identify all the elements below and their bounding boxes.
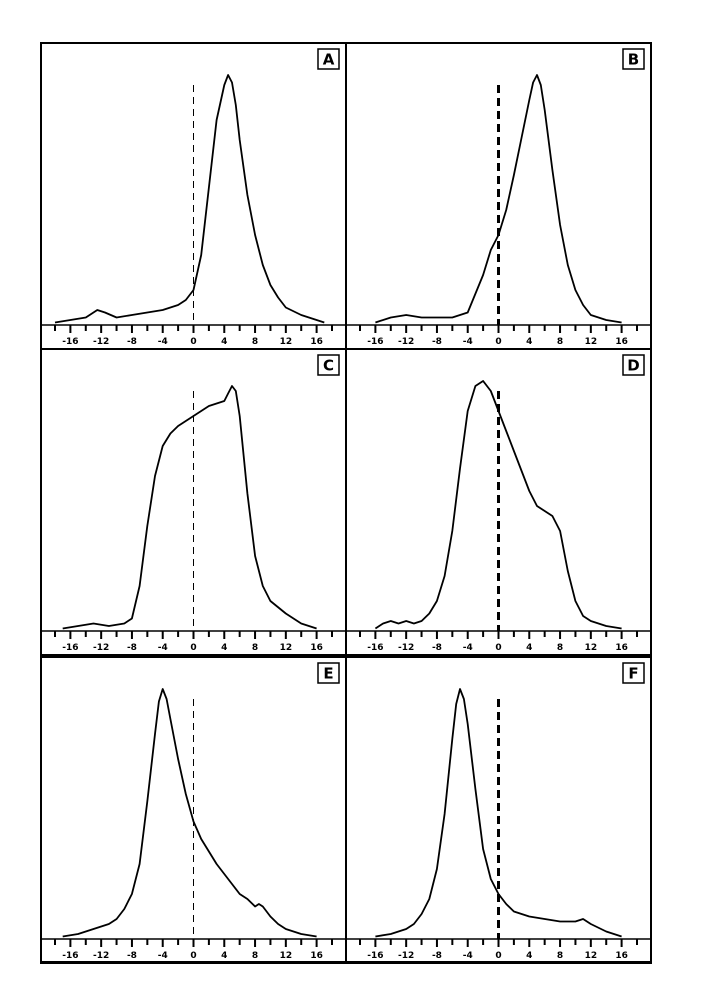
x-tick-label: -16: [367, 337, 383, 347]
x-tick-label: -12: [398, 951, 414, 961]
x-tick-label: -4: [158, 643, 168, 653]
x-tick-label: 8: [557, 951, 563, 961]
x-tick-label: -8: [127, 951, 137, 961]
panel-c: -16 -12 -8 -4 0 4 8 12 16 C: [40, 348, 347, 656]
x-tick-label: 12: [280, 951, 293, 961]
panel-letter-box: [622, 354, 645, 376]
x-tick-label: -8: [432, 643, 442, 653]
x-tick-label: 16: [310, 951, 323, 961]
panel-letter: B: [628, 51, 639, 69]
panel-border: [345, 656, 652, 964]
x-tick-label: 12: [280, 643, 293, 653]
density-curve: [374, 380, 622, 630]
x-tick-label: 0: [495, 951, 501, 961]
panel-letter-box: [317, 354, 340, 376]
panel-letter: A: [323, 51, 335, 69]
x-tick-label: 16: [310, 337, 323, 347]
x-tick-label: -8: [127, 643, 137, 653]
x-tick-label: 12: [280, 337, 293, 347]
x-tick-label: -8: [432, 951, 442, 961]
x-tick-label: 4: [221, 337, 227, 347]
x-tick-label: 0: [495, 643, 501, 653]
panel-border: [345, 348, 652, 656]
x-tick-label: 8: [557, 643, 563, 653]
panel-letter-box: [317, 48, 340, 70]
x-tick-label: -12: [398, 643, 414, 653]
density-curve: [62, 688, 317, 938]
x-tick-label: -16: [367, 643, 383, 653]
panel-letter-box: [317, 662, 340, 684]
x-tick-label: 8: [252, 337, 258, 347]
panel-letter-box: [622, 662, 645, 684]
panel-e: -16 -12 -8 -4 0 4 8 12 16 E: [40, 656, 347, 964]
x-tick-label: -12: [93, 337, 109, 347]
x-tick-label: 4: [221, 643, 227, 653]
x-tick-label: 0: [190, 643, 196, 653]
x-tick-label: 8: [252, 643, 258, 653]
x-tick-label: -4: [463, 951, 473, 961]
x-tick-label: 4: [526, 951, 532, 961]
x-tick-label: -4: [158, 951, 168, 961]
panel-a: -16 -12 -8 -4 0 4 8 12 16 A: [40, 42, 347, 350]
x-tick-label: 0: [190, 337, 196, 347]
x-tick-label: -8: [127, 337, 137, 347]
density-curve: [54, 74, 325, 324]
panel-letter: F: [628, 665, 638, 683]
density-curve: [375, 688, 622, 938]
x-tick-label: 8: [557, 337, 563, 347]
x-tick-label: 12: [585, 951, 598, 961]
panel-f: -16 -12 -8 -4 0 4 8 12 16 F: [345, 656, 652, 964]
panel-letter: D: [627, 357, 639, 375]
panel-b: -16 -12 -8 -4 0 4 8 12 16 B: [345, 42, 652, 350]
x-tick-label: -16: [62, 643, 78, 653]
x-tick-label: 16: [615, 951, 628, 961]
x-tick-label: -12: [93, 643, 109, 653]
x-tick-label: 12: [585, 337, 598, 347]
panel-letter-box: [622, 48, 645, 70]
x-tick-label: 8: [252, 951, 258, 961]
x-tick-label: -8: [432, 337, 442, 347]
x-tick-label: 4: [526, 337, 532, 347]
x-tick-label: -4: [158, 337, 168, 347]
x-tick-label: -4: [463, 337, 473, 347]
x-tick-label: -16: [367, 951, 383, 961]
panel-letter: E: [323, 665, 333, 683]
x-tick-label: -12: [398, 337, 414, 347]
x-tick-label: 16: [310, 643, 323, 653]
panel-letter: C: [323, 357, 334, 375]
x-tick-label: -4: [463, 643, 473, 653]
x-tick-label: -16: [62, 337, 78, 347]
density-curve: [62, 385, 317, 630]
x-tick-label: -16: [62, 951, 78, 961]
x-tick-label: 0: [495, 337, 501, 347]
x-tick-label: 16: [615, 337, 628, 347]
density-curve: [375, 74, 622, 324]
x-tick-label: 4: [221, 951, 227, 961]
x-tick-label: 4: [526, 643, 532, 653]
panel-d: -16 -12 -8 -4 0 4 8 12 16 D: [345, 348, 652, 656]
x-tick-label: 16: [615, 643, 628, 653]
x-tick-label: -12: [93, 951, 109, 961]
x-tick-label: 0: [190, 951, 196, 961]
x-tick-label: 12: [585, 643, 598, 653]
